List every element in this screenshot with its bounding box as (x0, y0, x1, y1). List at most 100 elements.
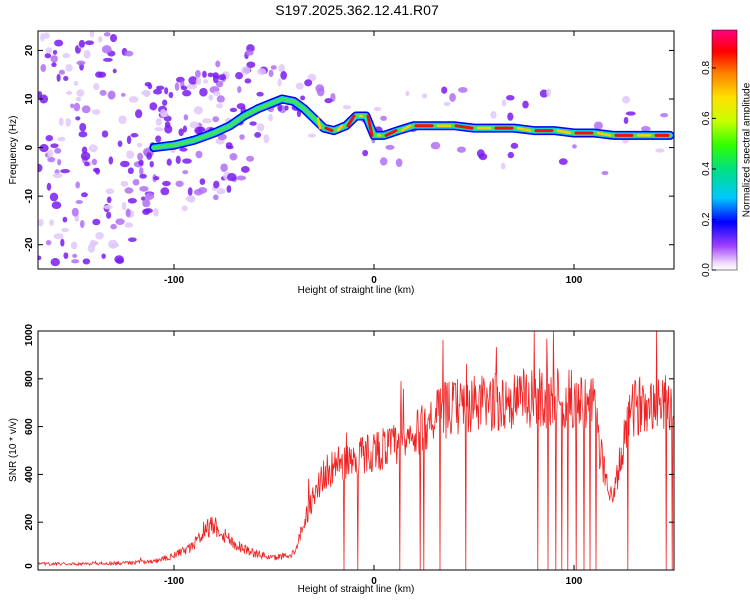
noise-blob (193, 106, 203, 115)
noise-blob (160, 187, 170, 196)
noise-blob (229, 153, 238, 161)
noise-blob (307, 133, 316, 138)
noise-blob (117, 140, 123, 147)
noise-blob (57, 158, 62, 166)
noise-blob (155, 117, 163, 126)
noise-blob (75, 96, 82, 102)
noise-blob (80, 151, 91, 161)
spectrogram-plot-area (38, 31, 674, 267)
noise-blob (187, 195, 196, 203)
noise-blob (50, 55, 58, 63)
noise-blob (58, 117, 64, 126)
noise-blob (239, 134, 245, 140)
x-tick-label: -100 (164, 576, 184, 587)
noise-blob (572, 144, 577, 149)
noise-blob (51, 201, 62, 210)
colorbar-gradient (711, 29, 738, 271)
noise-blob (139, 167, 144, 175)
noise-blob (54, 147, 62, 154)
noise-blob (87, 243, 96, 253)
noise-blob (95, 71, 103, 78)
x-tick-label: 0 (371, 576, 377, 587)
noise-blob (45, 47, 53, 54)
y-tick-label: 600 (24, 418, 35, 435)
noise-blob (476, 149, 485, 158)
noise-blob (75, 181, 81, 189)
noise-blob (91, 109, 101, 115)
noise-blob (91, 158, 98, 166)
noise-blob (71, 259, 80, 264)
noise-blob (213, 91, 221, 96)
noise-blob (430, 141, 441, 150)
noise-blob (45, 135, 54, 142)
snr-plot-area (38, 331, 674, 570)
noise-blob (45, 240, 52, 246)
noise-blob (127, 197, 137, 204)
noise-blob (65, 90, 73, 96)
noise-blob (189, 121, 200, 129)
colorbar-tick-label: 0.2 (701, 212, 712, 226)
noise-blob (315, 84, 325, 93)
noise-blob (215, 80, 224, 88)
noise-blob (179, 147, 188, 152)
noise-blob (63, 252, 69, 260)
noise-blob (202, 70, 207, 78)
noise-blob (56, 73, 61, 82)
noise-blob (507, 151, 515, 159)
noise-blob (50, 258, 61, 267)
noise-blob (278, 64, 286, 73)
noise-blob (93, 82, 100, 90)
noise-blob (220, 163, 228, 173)
noise-blob (178, 128, 184, 137)
noise-blob (112, 68, 117, 74)
ridge-core (556, 129, 572, 135)
noise-blob (38, 255, 42, 261)
noise-blob (138, 159, 144, 166)
ridge-core (596, 131, 612, 137)
noise-blob (147, 83, 153, 90)
x-tick-label: 0 (371, 275, 377, 286)
noise-blob (92, 218, 101, 226)
spectrogram-noise (38, 31, 669, 267)
noise-blob (103, 32, 111, 37)
noise-blob (226, 185, 232, 193)
y-tick-label: 200 (24, 513, 35, 530)
noise-blob (216, 188, 226, 195)
noise-blob (127, 167, 134, 175)
noise-blob (175, 180, 184, 187)
noise-blob (277, 78, 282, 87)
noise-blob (54, 39, 64, 47)
noise-blob (38, 91, 43, 99)
noise-blob (76, 60, 86, 66)
noise-blob (235, 71, 244, 80)
noise-blob (142, 199, 151, 208)
noise-blob (101, 45, 112, 54)
noise-blob (49, 219, 54, 226)
noise-blob (101, 130, 109, 138)
noise-blob (78, 131, 88, 138)
noise-blob (81, 105, 91, 114)
ridge-core (324, 126, 334, 133)
noise-blob (95, 167, 100, 175)
noise-blob (115, 257, 125, 264)
noise-blob (146, 152, 153, 160)
noise-blob (241, 66, 251, 75)
spectrogram-x-label: Height of straight line (km) (298, 285, 415, 296)
noise-blob (38, 163, 43, 173)
noise-blob (153, 176, 160, 181)
noise-blob (380, 115, 388, 121)
noise-blob (84, 161, 90, 167)
noise-blob (120, 92, 126, 97)
noise-blob (156, 85, 165, 91)
noise-blob (277, 103, 283, 112)
snr-frame (37, 330, 675, 571)
noise-blob (128, 237, 137, 242)
noise-blob (75, 199, 84, 205)
colorbar-tick-label: 0.0 (701, 263, 712, 277)
noise-blob (226, 145, 234, 150)
noise-blob (126, 150, 135, 159)
noise-blob (268, 113, 273, 122)
noise-blob (135, 109, 143, 119)
noise-blob (81, 192, 88, 198)
